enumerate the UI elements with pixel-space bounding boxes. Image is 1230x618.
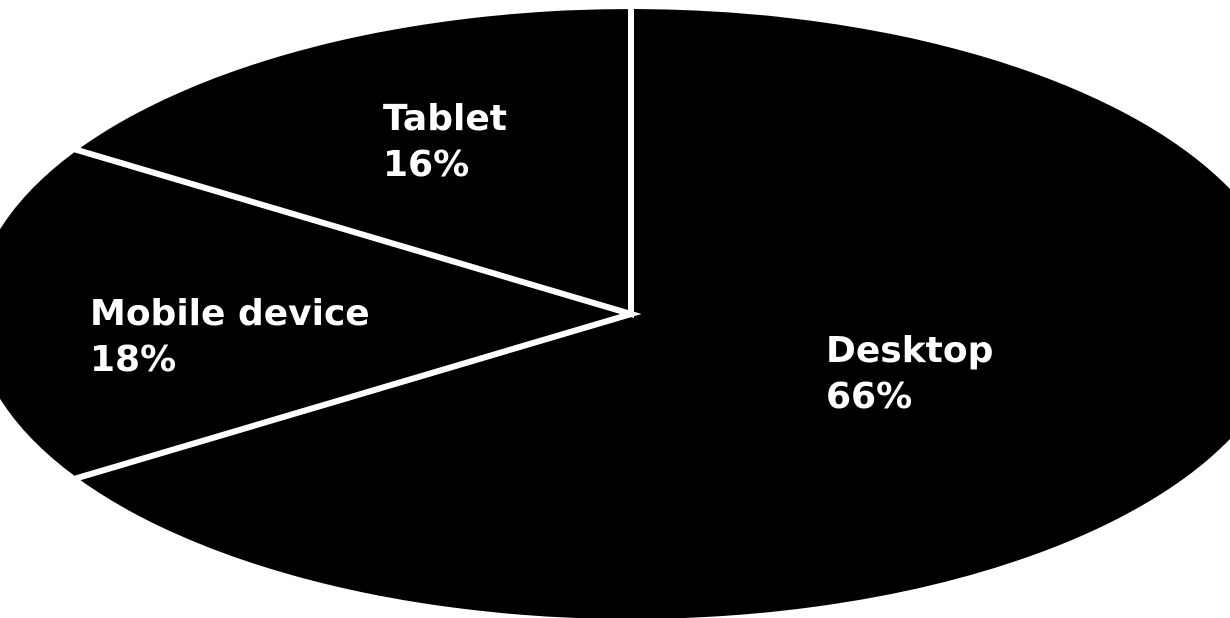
slice-label-desktop: Desktop <box>826 330 993 371</box>
slice-label-tablet: Tablet <box>383 98 507 139</box>
slice-label-mobile-device: Mobile device <box>90 293 370 334</box>
pie-slice-tablet <box>67 2 634 319</box>
slice-value-tablet: 16% <box>383 144 469 185</box>
slice-labels: Desktop 66% Mobile device 18% Tablet 16% <box>90 98 993 417</box>
pie-slice-mobile-device <box>0 145 642 483</box>
pie-slice-desktop <box>67 2 1230 618</box>
slice-value-desktop: 66% <box>826 376 912 417</box>
slice-value-mobile-device: 18% <box>90 339 176 380</box>
